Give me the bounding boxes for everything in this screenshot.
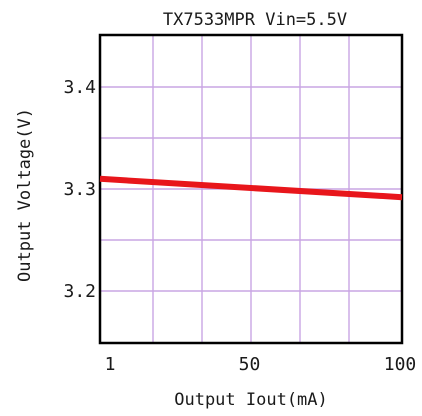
- series-line-0: [99, 175, 403, 201]
- plot-area-frame: [98, 33, 404, 345]
- x-tick-label: 100: [384, 354, 417, 375]
- x-axis-ticks: 1 50 100: [105, 354, 417, 375]
- chart-title: TX7533MPR Vin=5.5V: [163, 10, 347, 30]
- y-axis-ticks: 3.2 3.3 3.4: [63, 77, 96, 302]
- x-tick-label: 1: [105, 354, 116, 375]
- y-axis-label: Output Voltage(V): [15, 108, 35, 282]
- y-tick-label: 3.3: [63, 179, 96, 200]
- y-tick-label: 3.4: [63, 77, 96, 98]
- y-tick-label: 3.2: [63, 281, 96, 302]
- series-group: [99, 175, 403, 201]
- x-tick-label: 50: [239, 354, 261, 375]
- x-axis-label: Output Iout(mA): [174, 390, 328, 410]
- grid: [100, 35, 402, 343]
